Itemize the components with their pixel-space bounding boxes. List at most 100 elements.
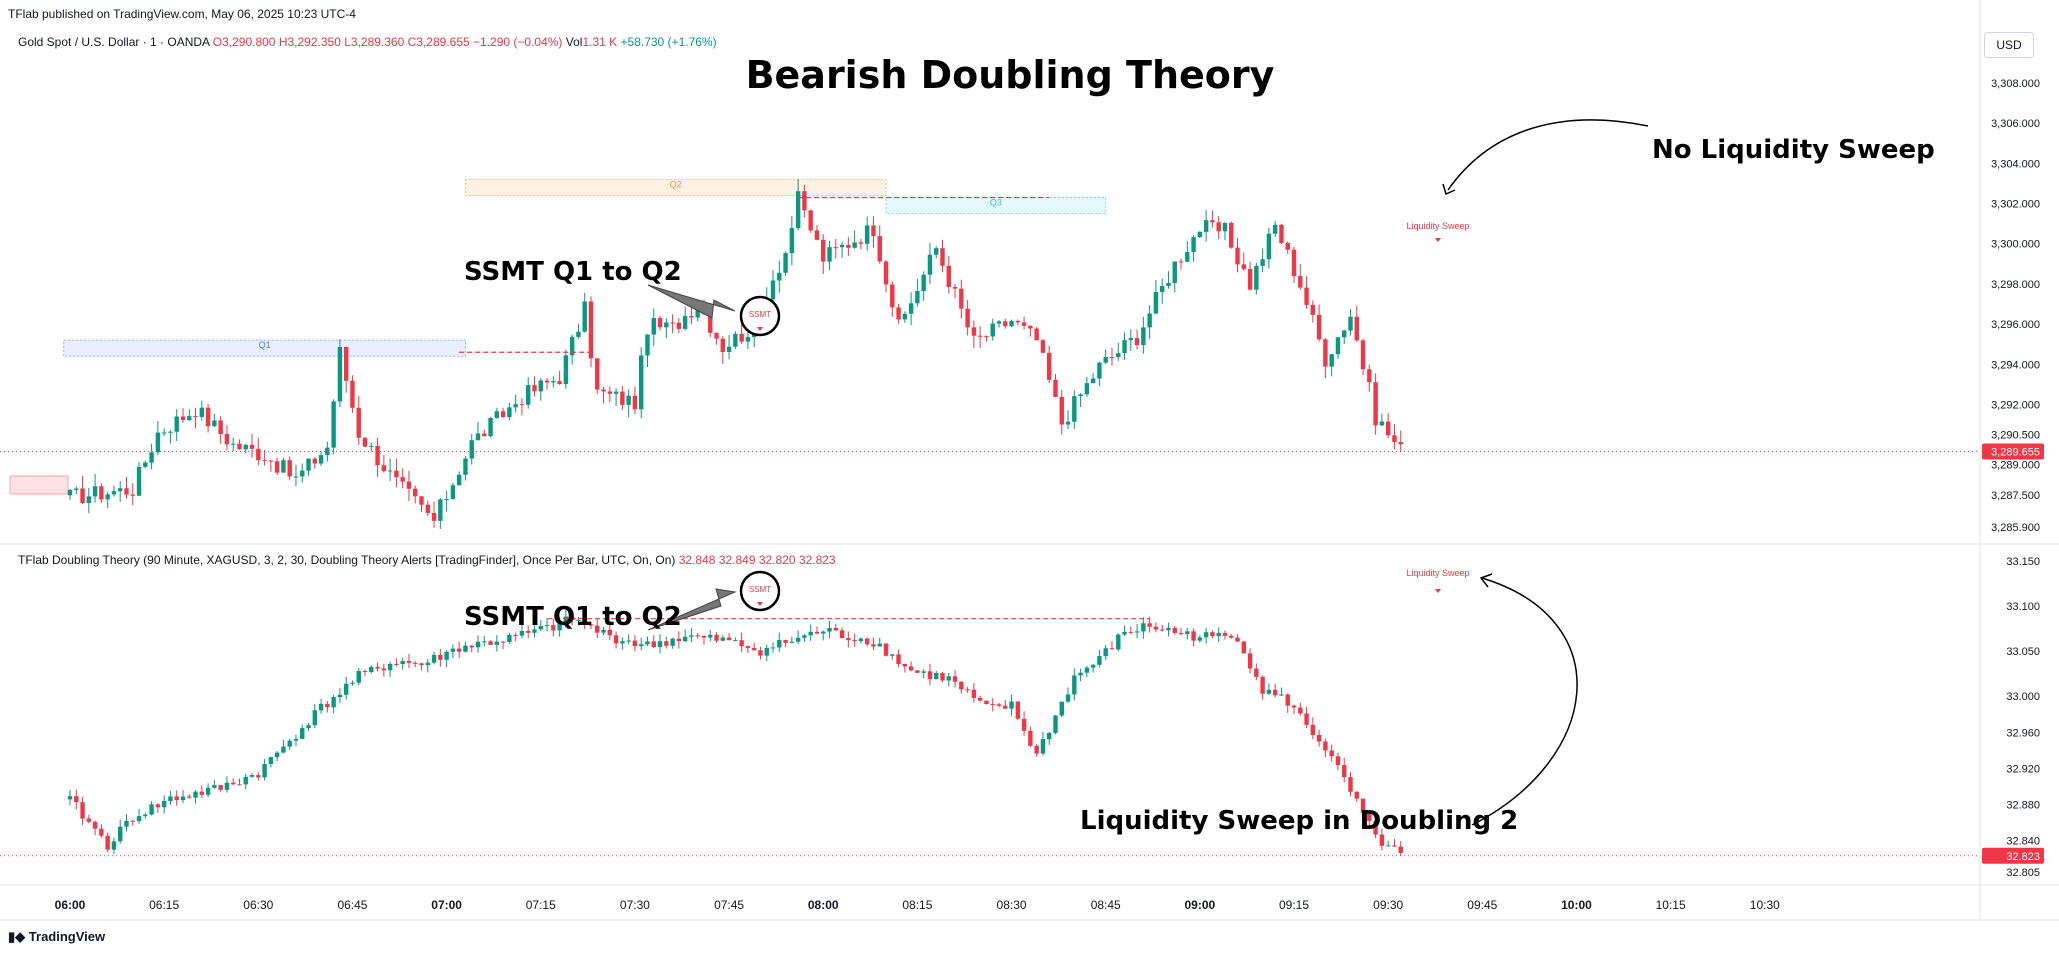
candle [1015, 319, 1021, 326]
candle [814, 626, 820, 634]
candle [312, 704, 318, 728]
candle [438, 498, 443, 529]
candle [777, 260, 782, 293]
candle [143, 460, 148, 468]
candle-body [400, 477, 405, 482]
candle [1210, 210, 1215, 228]
candle [1298, 702, 1303, 716]
candle-body [1285, 694, 1290, 706]
candle-body [871, 644, 876, 647]
candle [1272, 683, 1278, 698]
symbol-legend[interactable]: Gold Spot / U.S. Dollar · 1 · OANDA O3,2… [18, 35, 717, 49]
price-tick-label: 3,300.000 [1991, 239, 2040, 251]
candle [607, 624, 613, 641]
candle-body [927, 671, 933, 680]
candle-body [1210, 632, 1215, 637]
price-tick-label: 3,298.000 [1991, 279, 2040, 291]
candle [827, 240, 832, 270]
candle-body [588, 624, 594, 626]
candle [871, 637, 876, 650]
candle-body [563, 616, 569, 624]
candle-body [576, 331, 581, 337]
candle-body [212, 785, 217, 788]
candle-body [369, 445, 374, 447]
candle [130, 819, 135, 826]
candle [1348, 309, 1353, 336]
candle [507, 632, 512, 644]
candle [331, 399, 336, 455]
candle-body [701, 635, 707, 638]
candle-body [281, 460, 286, 473]
price-tick-label: 3,294.000 [1991, 359, 2040, 371]
candle [670, 637, 675, 649]
candle-body [1216, 632, 1221, 637]
currency-button[interactable]: USD [1984, 32, 2034, 58]
arrow-head-icon [1479, 573, 1493, 588]
candle-body [306, 725, 311, 729]
vol-label: Vol [565, 35, 583, 49]
candle-body [846, 638, 851, 641]
candle [808, 624, 813, 641]
candle-body [632, 395, 638, 410]
candle [1134, 329, 1140, 350]
last-price-label: 32.823 [2006, 851, 2040, 863]
candle-body [946, 676, 951, 681]
candle-body [86, 818, 92, 822]
candle-body [356, 407, 361, 438]
price-tick-label: 3,285.900 [1991, 522, 2040, 534]
candle [369, 665, 374, 674]
candle-body [689, 316, 694, 318]
candle-body [243, 444, 248, 450]
candle-body [1379, 421, 1385, 426]
candle-body [387, 470, 393, 472]
candle [1254, 663, 1259, 681]
candle-body [205, 787, 211, 795]
candle [689, 306, 694, 325]
candle-body [224, 434, 230, 445]
candle-body [431, 512, 437, 521]
candle-body [1072, 396, 1077, 422]
candle [1197, 230, 1203, 238]
candle [551, 618, 556, 637]
candle [74, 486, 79, 495]
candle [902, 311, 908, 323]
indicator-legend[interactable]: TFlab Doubling Theory (90 Minute, XAGUSD… [18, 553, 836, 567]
candle-body [513, 404, 518, 408]
candle [1178, 627, 1184, 636]
candle [243, 773, 248, 790]
candle [111, 485, 117, 497]
candle-body [256, 448, 261, 461]
candle-body [381, 465, 387, 472]
candle-body [1354, 316, 1359, 341]
candle [783, 639, 788, 648]
chart-title: Bearish Doubling Theory [746, 53, 1275, 97]
time-tick-label: 08:30 [997, 898, 1027, 912]
candle-body [1028, 325, 1033, 329]
candle [1379, 828, 1385, 851]
candle-body [921, 274, 926, 292]
candle [450, 644, 456, 659]
candle-body [783, 253, 788, 273]
last-price-badge [1982, 443, 2044, 460]
candle-body [130, 820, 135, 822]
candle-body [714, 634, 719, 641]
candle [193, 790, 198, 804]
zone-q3 [885, 197, 1107, 215]
candle [375, 662, 380, 672]
candle-body [500, 411, 506, 418]
tradingview-logo[interactable]: ▮◆ TradingView [8, 929, 105, 945]
candle-body [1097, 362, 1102, 379]
candle-body [1084, 383, 1090, 395]
candle [1285, 241, 1290, 255]
candle-body [337, 694, 343, 698]
annotation-ssmt-top: SSMT Q1 to Q2 [464, 257, 682, 287]
liquidity-sweep-label: Liquidity Sweep [1406, 221, 1469, 231]
candle-body [915, 670, 920, 673]
candle-body [871, 225, 876, 237]
candle-body [1241, 264, 1246, 269]
candle [751, 642, 757, 651]
candle [745, 645, 751, 653]
candle-body [331, 697, 336, 708]
candle [218, 784, 223, 792]
